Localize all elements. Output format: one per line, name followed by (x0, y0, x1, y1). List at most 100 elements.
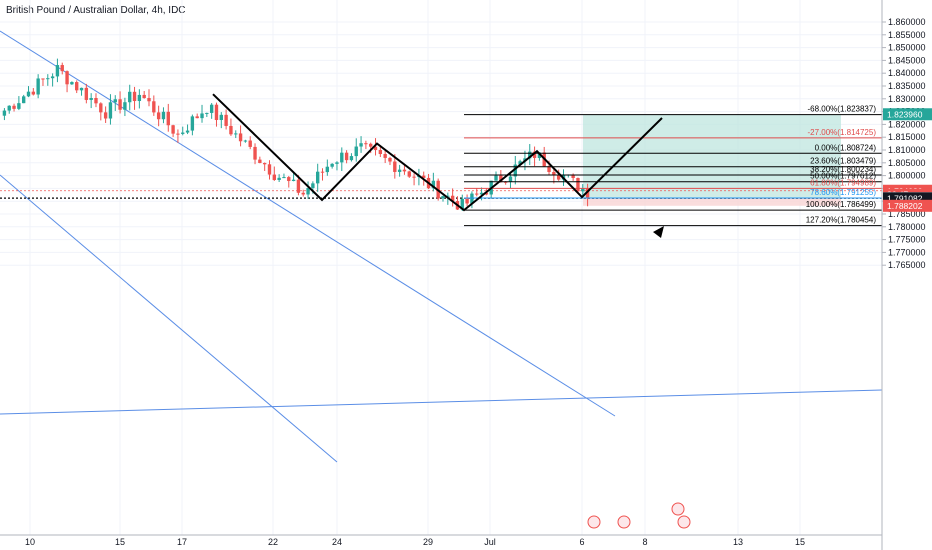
candle-body (253, 146, 257, 160)
candle-body (219, 114, 223, 121)
y-tick-label: 1.765000 (888, 260, 926, 270)
candle-body (441, 196, 445, 199)
fib-level-label: 0.00%(1.808724) (815, 143, 877, 152)
fib-level-label: -27.00%(1.814725) (808, 128, 877, 137)
candle-body (26, 91, 31, 97)
candle-body (518, 161, 522, 165)
candle-body (431, 180, 436, 189)
candle-body (528, 151, 532, 159)
candle-body (340, 152, 344, 163)
candle-body (79, 87, 84, 91)
candle-body (470, 193, 474, 204)
candle-body (537, 152, 542, 158)
candle-body (335, 162, 339, 164)
candle-body (282, 177, 286, 179)
candle-body (65, 71, 69, 85)
candle-body (31, 91, 36, 95)
fib-level-label: 100.00%(1.786499) (806, 200, 877, 209)
candle-body (2, 110, 7, 116)
y-tick-label: 1.775000 (888, 235, 926, 245)
candle-body (41, 78, 45, 80)
candle-body (258, 159, 262, 164)
candle-body (465, 198, 469, 204)
candle-body (388, 157, 392, 162)
candle-body (585, 188, 590, 198)
trend-line-upper (0, 30, 616, 417)
candle-body (205, 112, 209, 114)
candle-body (12, 105, 16, 109)
candle-body (378, 150, 383, 155)
y-tick-label: 1.815000 (888, 132, 926, 142)
candle-body (147, 98, 151, 102)
candle-body (291, 179, 296, 182)
candle-body (532, 151, 537, 158)
candle-body (181, 132, 185, 134)
candle-body (402, 169, 407, 172)
candle-body (103, 112, 108, 119)
candle-body (330, 163, 334, 167)
candle-body (547, 166, 551, 172)
candle-body (238, 133, 243, 142)
candle-body (446, 195, 450, 197)
candle-body (494, 175, 498, 181)
candle-body (224, 114, 228, 126)
x-tick-label: 29 (423, 537, 433, 547)
fib-level-label: 38.20%(1.800234) (810, 165, 876, 174)
candle-body (267, 164, 272, 175)
candle-body (185, 130, 190, 133)
x-tick-label: 15 (795, 537, 805, 547)
chart-title: British Pound / Australian Dollar, 4h, I… (6, 5, 186, 16)
candle-body (484, 192, 489, 195)
candle-body (200, 113, 204, 119)
y-tick-label: 1.830000 (888, 94, 926, 104)
price-label-text: 1.823960 (887, 109, 923, 119)
stop-zone (583, 198, 841, 206)
candle-body (397, 169, 402, 172)
candle-body (36, 78, 40, 95)
candle-body (152, 101, 156, 113)
y-tick-label: 1.845000 (888, 55, 926, 65)
event-icon (671, 502, 685, 516)
candle-body (499, 175, 503, 182)
candle-body (344, 152, 349, 161)
price-label-box (883, 199, 932, 212)
y-tick-label: 1.840000 (888, 68, 926, 78)
fib-level-label: -68.00%(1.823837) (808, 105, 877, 114)
y-tick-label: 1.770000 (888, 247, 926, 257)
y-tick-label: 1.785000 (888, 209, 926, 219)
fib-level-label: 23.60%(1.803479) (810, 157, 876, 166)
fib-level-label: 50.00%(1.797612) (810, 172, 876, 181)
candle-body (364, 143, 368, 145)
candle-body (55, 65, 60, 77)
candle-body (373, 146, 378, 151)
candle-body (113, 99, 117, 103)
event-icon (677, 515, 691, 529)
candle-body (161, 111, 166, 120)
event-icon (587, 515, 601, 529)
x-tick-label: Jul (484, 537, 496, 547)
support-line (0, 389, 883, 415)
x-tick-label: 10 (25, 537, 35, 547)
y-tick-label: 1.810000 (888, 145, 926, 155)
price-axis (882, 0, 932, 550)
candle-body (89, 98, 93, 100)
target-zone (583, 114, 841, 199)
y-tick-label: 1.835000 (888, 81, 926, 91)
candle-body (412, 176, 416, 178)
candle-body (195, 116, 199, 119)
zigzag-pattern (212, 93, 663, 212)
candle-body (22, 96, 26, 104)
candle-body (137, 94, 142, 102)
candle-body (576, 178, 580, 192)
candle-body (287, 177, 291, 182)
candle-body (571, 174, 575, 179)
fib-level-label: 78.60%(1.791255) (810, 188, 876, 197)
event-icon (617, 515, 631, 529)
y-tick-label: 1.850000 (888, 43, 926, 53)
candle-body (552, 171, 556, 175)
candle-body (118, 99, 122, 110)
candle-body (383, 154, 387, 158)
candle-body (209, 104, 214, 113)
candle-body (460, 198, 464, 210)
